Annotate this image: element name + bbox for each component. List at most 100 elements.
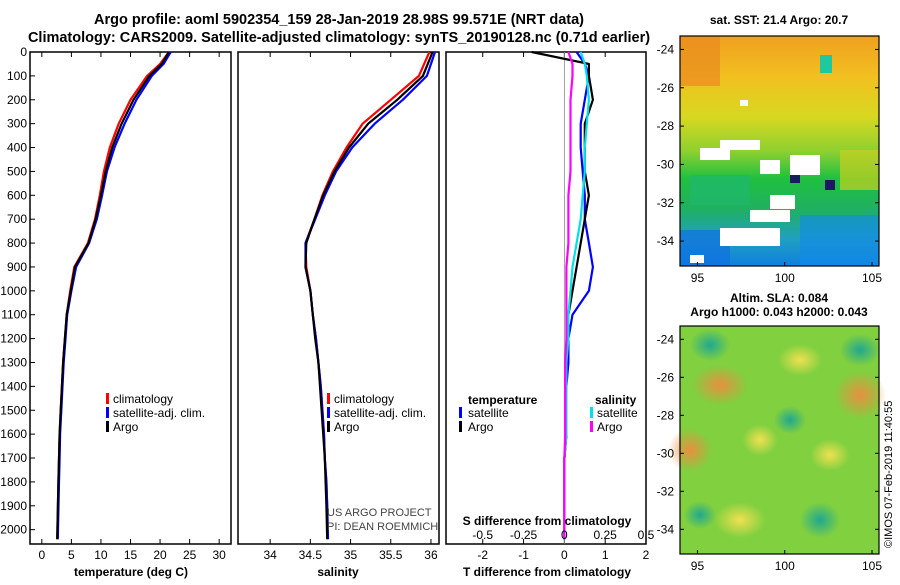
land-mask <box>790 175 800 183</box>
salinity-legend: climatology satellite-adj. clim. Argo <box>327 392 426 434</box>
x-tick-label: 35 <box>344 548 358 562</box>
salinity-profiles <box>304 51 437 540</box>
sst-blob <box>690 175 750 205</box>
depth-tick-label: 1500 <box>0 403 27 417</box>
legend-swatch-argo <box>106 421 109 432</box>
cloud-mask <box>690 255 704 263</box>
cloud-mask <box>790 155 820 175</box>
pi-credit: PI: DEAN ROEMMICH <box>327 521 438 533</box>
sst-map-title: sat. SST: 21.4 Argo: 20.7 <box>710 13 849 27</box>
land-mask <box>825 180 835 190</box>
sst-map-axes: -24 -26 -28 -30 -32 -34 95 100 105 <box>657 42 883 285</box>
cloud-mask <box>760 160 780 174</box>
s-diff-tick-label: 0.25 <box>594 528 618 542</box>
legend-label-t-argo: Argo <box>468 420 494 434</box>
sla-anomaly <box>810 439 850 471</box>
legend-title-temperature: temperature <box>468 393 538 407</box>
temperature-plot-frame <box>29 51 232 545</box>
s-diff-tick-label: 0.5 <box>638 528 655 542</box>
cloud-mask <box>720 140 760 150</box>
sla-map-title-1: Altim. SLA: 0.084 <box>730 291 828 305</box>
sla-anomaly <box>692 365 748 405</box>
legend-label-climatology: climatology <box>113 392 173 406</box>
series-s-satellite <box>563 51 591 540</box>
legend-swatch-t-argo <box>459 421 462 432</box>
x-tick-label: 5 <box>68 548 75 562</box>
lon-tick-label: 105 <box>862 559 882 573</box>
lon-tick-label: 100 <box>775 271 795 285</box>
s-difference-ticks: -0.5 -0.25 0 0.25 0.5 <box>472 528 654 542</box>
lat-tick-label: -34 <box>657 522 675 536</box>
legend-swatch-argo <box>327 421 330 432</box>
legend-swatch-s-argo <box>590 421 593 432</box>
series-argo <box>304 51 434 540</box>
lat-tick-label: -28 <box>657 119 675 133</box>
lat-tick-label: -34 <box>657 234 675 248</box>
difference-profiles <box>531 50 595 544</box>
legend-swatch-satellite <box>327 407 330 418</box>
x-tick-label: 0 <box>38 548 45 562</box>
x-tick-label: -2 <box>477 548 488 562</box>
depth-tick-label: 1600 <box>0 427 27 441</box>
depth-tick-label: 800 <box>7 236 27 250</box>
x-tick-label: 30 <box>212 548 226 562</box>
legend-swatch-climatology <box>327 393 330 404</box>
depth-tick-label: 1700 <box>0 451 27 465</box>
cloud-mask <box>700 148 730 160</box>
x-tick-label: -1 <box>518 548 529 562</box>
depth-tick-label: 400 <box>7 141 27 155</box>
depth-tick-label: 600 <box>7 188 27 202</box>
legend-swatch-satellite <box>106 407 109 418</box>
cloud-mask <box>770 195 795 209</box>
sla-field <box>668 326 886 554</box>
sst-blob <box>840 150 879 190</box>
difference-plot-frame <box>445 51 647 545</box>
sla-anomaly <box>690 329 730 361</box>
sst-blob <box>820 55 832 73</box>
sst-field <box>680 36 879 266</box>
salinity-panel: 34 34.5 35 35.5 36 salinity climatology sate… <box>237 51 440 579</box>
depth-tick-label: 1100 <box>1 308 27 322</box>
x-tick-label: 15 <box>124 548 138 562</box>
depth-tick-label: 700 <box>7 212 27 226</box>
depth-tick-label: 300 <box>7 117 27 131</box>
difference-panel: -2 -1 0 1 2 S difference from climatology -0… <box>445 50 655 579</box>
s-diff-tick-label: 0 <box>561 528 568 542</box>
depth-tick-label: 1200 <box>0 332 27 346</box>
depth-tick-label: 1300 <box>0 355 27 369</box>
lon-tick-label: 100 <box>775 559 795 573</box>
salinity-plot-frame <box>237 51 440 545</box>
depth-tick-label: 1000 <box>0 284 27 298</box>
temperature-axis-label: temperature (deg C) <box>74 565 188 579</box>
cloud-mask <box>720 228 780 246</box>
lon-tick-label: 95 <box>691 271 705 285</box>
x-tick-label: 10 <box>94 548 108 562</box>
temperature-legend: climatology satellite-adj. clim. Argo <box>106 392 205 434</box>
legend-label-satellite: satellite-adj. clim. <box>334 406 426 420</box>
lat-tick-label: -32 <box>657 484 675 498</box>
cloud-mask <box>750 210 790 222</box>
sst-map: sat. SST: 21.4 Argo: 20.7 -24 -26 -28 -30 -3… <box>657 13 883 285</box>
x-tick-label: 36 <box>424 548 438 562</box>
s-diff-tick-label: -0.25 <box>510 528 538 542</box>
sla-anomaly <box>684 501 716 529</box>
title-line-2: Climatology: CARS2009. Satellite-adjuste… <box>28 30 650 46</box>
sla-anomaly <box>714 502 766 538</box>
legend-swatch-s-satellite <box>590 407 593 418</box>
legend-label-argo: Argo <box>334 420 360 434</box>
depth-tick-label: 1400 <box>0 379 27 393</box>
legend-swatch-t-satellite <box>459 407 462 418</box>
depth-tick-label: 200 <box>7 93 27 107</box>
sla-anomaly <box>742 424 778 456</box>
temperature-x-axis: 0 5 10 15 20 25 30 <box>38 52 226 562</box>
cloud-mask <box>740 100 748 106</box>
x-tick-label: 0 <box>561 548 568 562</box>
legend-label-argo: Argo <box>113 420 139 434</box>
series-argo <box>56 51 170 540</box>
lat-tick-label: -24 <box>657 42 675 56</box>
sst-blob <box>800 215 879 266</box>
sla-map-frame <box>679 325 880 555</box>
x-tick-label: 34.5 <box>299 548 323 562</box>
sla-map-axes: -24 -26 -28 -30 -32 -34 95 100 105 <box>657 332 883 573</box>
